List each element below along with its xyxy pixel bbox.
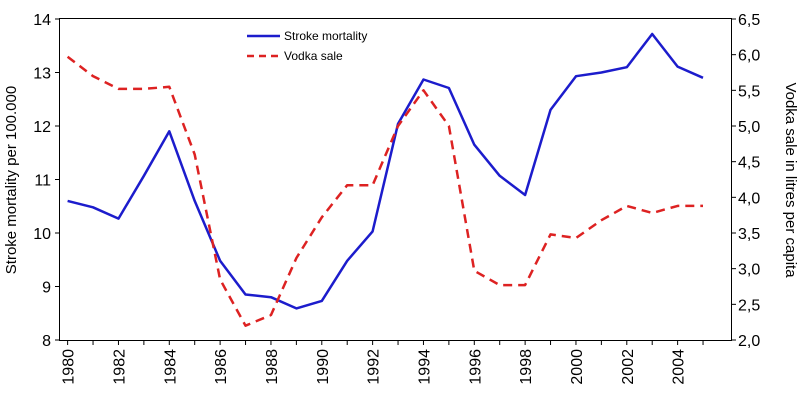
y-tick-label-left: 13: [33, 66, 51, 83]
axis-tick-labels: 8 9 10 11 12 13 14 2,0 2,5 3,0 3,5 4,0 4,5 5,0 5,5 6,0 6…: [33, 12, 760, 385]
y-tick-label-right: 2,0: [738, 333, 760, 350]
x-tick-label: 2002: [620, 349, 637, 385]
x-tick-label: 1992: [366, 349, 383, 385]
y-tick-label-right: 2,5: [738, 297, 760, 314]
y-tick-label-left: 14: [33, 12, 51, 29]
x-tick-label: 1996: [467, 349, 484, 385]
y-tick-label-right: 3,0: [738, 262, 760, 279]
plot-frame: [59, 18, 732, 341]
y-tick-label-left: 11: [34, 173, 51, 190]
x-tick-label: 1980: [61, 349, 78, 385]
y-tick-label-right: 6,0: [738, 48, 760, 65]
x-tick-label: 2004: [671, 349, 688, 385]
y-axis-title-right: Vodka sale in litres per capita: [782, 82, 799, 278]
axis-ticks: [55, 18, 736, 345]
legend-label-stroke-mortality: Stroke mortality: [284, 29, 367, 43]
x-tick-label: 1998: [518, 349, 535, 385]
legend-label-vodka-sale: Vodka sale: [284, 49, 343, 63]
y-tick-label-right: 5,0: [738, 119, 760, 136]
y-tick-label-left: 10: [33, 226, 51, 243]
y-tick-label-right: 4,5: [738, 155, 760, 172]
x-tick-label: 1982: [111, 349, 128, 385]
series-line-stroke-mortality: [67, 32, 704, 310]
x-tick-label: 2000: [569, 349, 586, 385]
x-tick-label: 1984: [162, 349, 179, 385]
legend: Stroke mortality Vodka sale: [247, 29, 367, 63]
series-layer: [66, 32, 704, 327]
y-tick-label-right: 5,5: [738, 83, 760, 100]
series-line-vodka-sale: [66, 55, 703, 327]
x-tick-label: 1994: [416, 349, 433, 385]
y-tick-label-right: 6,5: [738, 12, 760, 29]
y-tick-label-left: 9: [42, 280, 51, 297]
y-tick-label-left: 8: [42, 333, 51, 350]
x-tick-label: 1986: [213, 349, 230, 385]
y-tick-label-left: 12: [33, 119, 51, 136]
x-tick-label: 1988: [264, 349, 281, 385]
x-tick-label: 1990: [315, 349, 332, 385]
y-tick-label-right: 4,0: [738, 190, 760, 207]
y-axis-title-left: Stroke mortality per 100.000: [3, 86, 20, 274]
y-tick-label-right: 3,5: [738, 226, 760, 243]
